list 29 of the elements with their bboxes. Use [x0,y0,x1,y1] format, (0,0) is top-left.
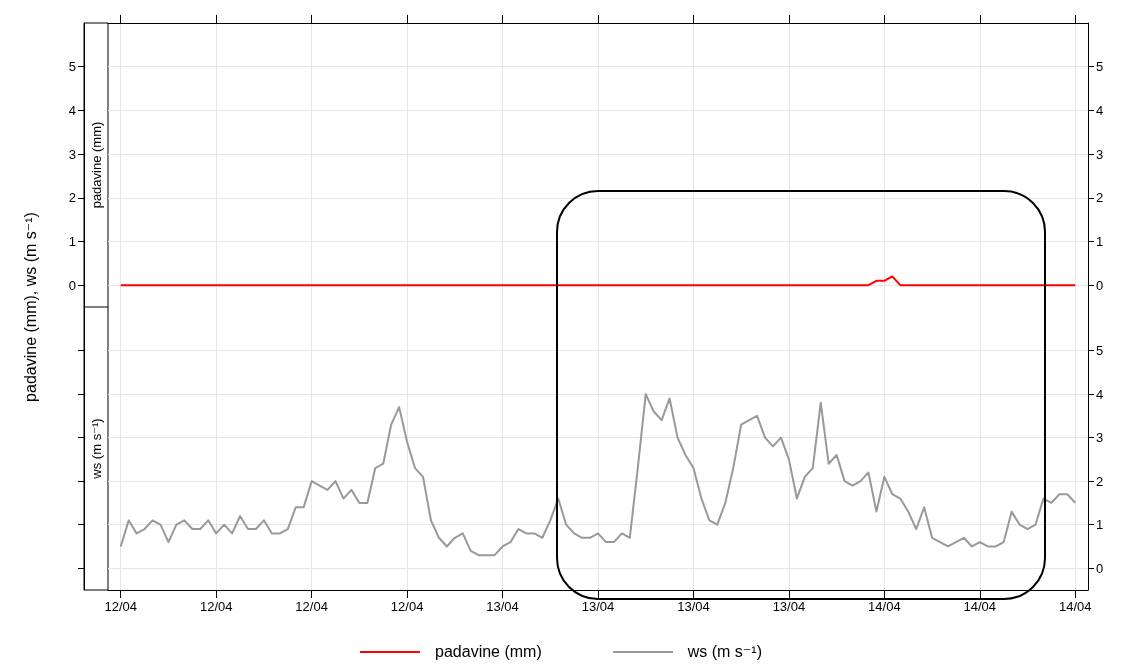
text: ws (m s⁻¹) [88,418,104,479]
y-tick-label: 2 [68,190,76,206]
text: padavine (mm) [88,121,104,209]
x-tick-label: 13/04 [581,599,615,614]
y-tick-label: 3 [1096,430,1104,446]
legend-label: ws (m s⁻¹) [687,642,762,661]
x-tick-label: 12/04 [295,599,328,614]
line-series [119,393,1077,557]
y-tick-label: 5 [68,59,76,75]
x-tick-label: 14/04 [1059,599,1092,614]
y-tick-label: 2 [1096,473,1104,489]
y-tick-label: 4 [68,102,76,118]
x-tick-label: 14/04 [868,599,901,614]
y-tick-label: 3 [68,146,76,162]
y-tick-label: 1 [68,233,76,249]
x-tick-label: 13/04 [772,599,806,614]
y-tick-label: 0 [1096,560,1104,576]
y-axis-title: padavine (mm), ws (m s⁻¹) [20,212,40,402]
x-tick-label: 13/04 [486,599,519,614]
x-tick-label: 14/04 [963,599,997,614]
x-tick-label: 12/04 [390,599,424,614]
y-tick-label: 0 [68,277,76,293]
x-tick-label: 12/04 [104,599,137,614]
x-tick-label: 13/04 [677,599,710,614]
y-tick-label: 1 [1096,517,1104,533]
x-tick-label: 12/04 [199,599,233,614]
legend-label: padavine (mm) [435,642,542,661]
y-tick-label: 5 [1096,343,1104,359]
y-tick-label: 4 [1096,386,1104,402]
